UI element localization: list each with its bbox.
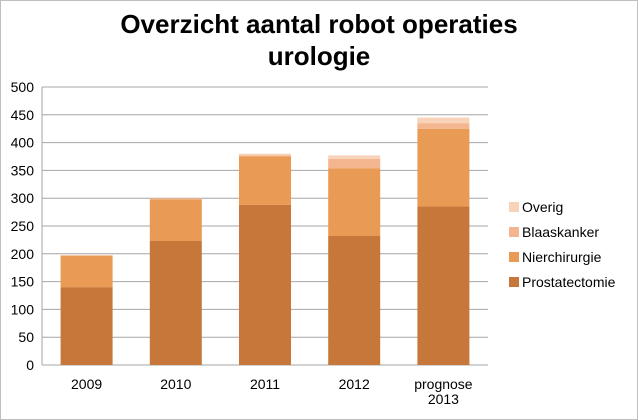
legend-label-overig: Overig <box>522 199 563 215</box>
x-tick-label: 2010 <box>160 376 191 392</box>
bar-segment-prostatectomie-0 <box>60 287 113 365</box>
bar-segment-prostatectomie-2 <box>239 204 291 365</box>
bar-segment-overig-2 <box>239 153 291 156</box>
chart-title-line-1: Overzicht aantal robot operaties <box>120 9 518 39</box>
bar-segment-nierchirurgie-4 <box>417 128 470 207</box>
legend-label-nierchirurgie: Nierchirurgie <box>522 249 602 265</box>
bar-segment-overig-4 <box>417 117 470 124</box>
chart-title: Overzicht aantal robot operaties urologi… <box>0 8 638 72</box>
legend-swatch-overig <box>509 202 519 212</box>
y-tick-label: 350 <box>11 162 35 178</box>
bar-segment-overig-3 <box>328 155 381 159</box>
bar-segment-nierchirurgie-1 <box>149 199 202 242</box>
bar-segment-blaaskanker-1 <box>149 198 202 200</box>
y-tick-label: 100 <box>11 301 35 317</box>
bar-segment-nierchirurgie-0 <box>60 255 113 288</box>
bar-segment-prostatectomie-3 <box>328 236 381 365</box>
x-tick-label: 2011 <box>250 376 280 392</box>
x-tick-label: 2013 <box>428 391 459 407</box>
legend-label-blaaskanker: Blaaskanker <box>522 224 599 240</box>
y-tick-label: 250 <box>11 218 35 234</box>
x-tick-label: prognose <box>414 376 473 392</box>
y-tick-label: 450 <box>11 107 35 123</box>
y-tick-label: 150 <box>11 274 35 290</box>
bar-segment-blaaskanker-3 <box>328 158 381 169</box>
bar-segment-prostatectomie-1 <box>149 241 202 365</box>
y-tick-label: 300 <box>11 190 35 206</box>
chart-title-line-2: urologie <box>267 41 371 71</box>
legend-label-prostatectomie: Prostatectomie <box>522 274 616 290</box>
bar-segment-nierchirurgie-3 <box>328 168 381 237</box>
y-tick-label: 200 <box>11 246 35 262</box>
bar-segment-prostatectomie-4 <box>417 206 470 365</box>
y-tick-label: 400 <box>11 135 35 151</box>
bar-segment-blaaskanker-2 <box>239 155 291 157</box>
x-tick-label: 2012 <box>339 376 370 392</box>
legend-swatch-nierchirurgie <box>509 252 519 262</box>
bar-segment-nierchirurgie-2 <box>239 156 291 205</box>
legend-swatch-blaaskanker <box>509 227 519 237</box>
bar-segment-blaaskanker-4 <box>417 123 470 129</box>
legend-swatch-prostatectomie <box>509 277 519 287</box>
x-tick-label: 2009 <box>71 376 102 392</box>
y-tick-label: 0 <box>26 357 34 373</box>
y-tick-label: 500 <box>11 79 35 95</box>
y-tick-label: 50 <box>18 329 34 345</box>
